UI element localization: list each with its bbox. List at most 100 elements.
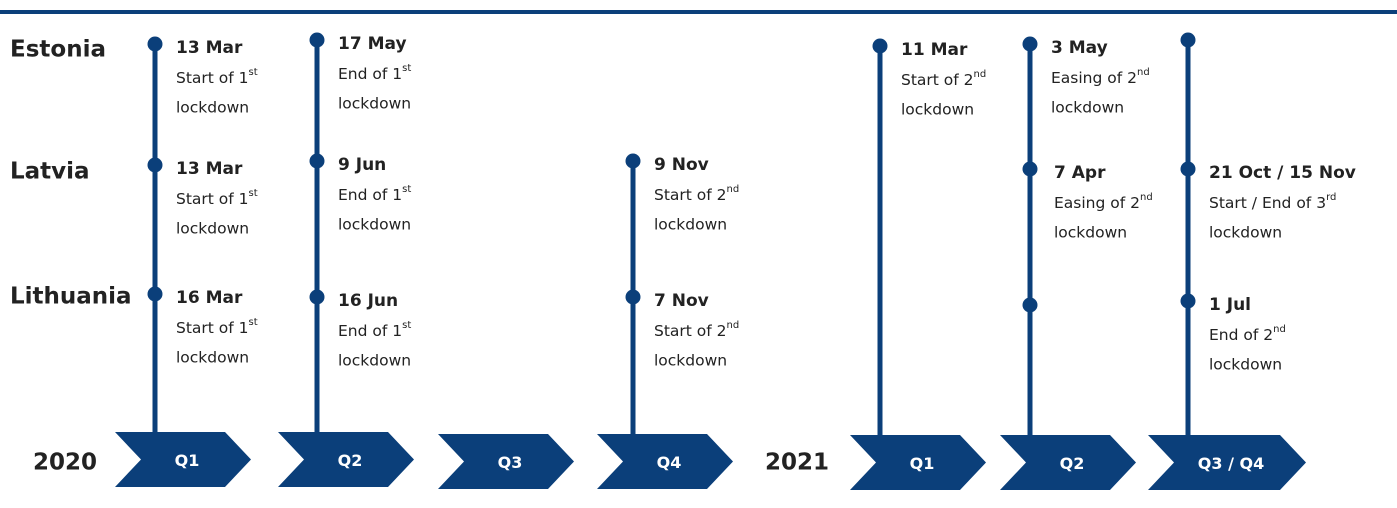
- description-text: Easing of 2: [1054, 194, 1140, 212]
- event-description: Start / End of 3rd: [1209, 192, 1336, 212]
- quarter-chevron: [115, 432, 251, 487]
- ordinal-suffix: st: [402, 184, 411, 195]
- event-dot: [309, 153, 325, 169]
- event-description: End of 2nd: [1209, 324, 1286, 344]
- event-description: Start of 1st: [176, 188, 258, 208]
- event-description-line2: lockdown: [654, 216, 727, 234]
- event-description: Start of 2nd: [654, 184, 739, 204]
- ordinal-suffix: nd: [727, 184, 740, 195]
- event-date: 17 May: [338, 34, 407, 54]
- quarter-label: Q3 / Q4: [1198, 454, 1264, 473]
- event-dot: [625, 289, 641, 305]
- event-date: 16 Jun: [338, 291, 398, 311]
- event-description-line2: lockdown: [338, 95, 411, 113]
- ordinal-suffix: nd: [974, 69, 987, 80]
- event-description-line2: lockdown: [176, 349, 249, 367]
- event-description: End of 1st: [338, 184, 411, 204]
- event-dot: [1022, 161, 1038, 177]
- ordinal-suffix: st: [402, 63, 411, 74]
- top-rule: [0, 10, 1397, 14]
- event-date: 7 Apr: [1054, 163, 1106, 183]
- year-label: 2021: [765, 450, 829, 476]
- ordinal-suffix: nd: [1137, 67, 1150, 78]
- event-dot: [872, 38, 888, 54]
- ordinal-suffix: st: [249, 188, 258, 199]
- event-dot: [147, 36, 163, 52]
- event-date: 3 May: [1051, 38, 1108, 58]
- quarter-chevron: [1000, 435, 1136, 490]
- country-label: Latvia: [10, 159, 90, 185]
- ordinal-suffix: st: [249, 67, 258, 78]
- country-label: Lithuania: [10, 284, 132, 310]
- ordinal-suffix: nd: [727, 320, 740, 331]
- ordinal-suffix: st: [402, 320, 411, 331]
- event-dot: [1180, 161, 1196, 177]
- description-text: End of 1: [338, 65, 402, 83]
- event-description-line2: lockdown: [176, 220, 249, 238]
- quarter-label: Q1: [910, 454, 935, 473]
- event-dot: [1022, 36, 1038, 52]
- description-text: Start of 1: [176, 69, 249, 87]
- event-description-line2: lockdown: [1209, 356, 1282, 374]
- event-date: 1 Jul: [1209, 295, 1251, 315]
- ordinal-suffix: rd: [1326, 192, 1336, 203]
- event-description: End of 1st: [338, 320, 411, 340]
- event-description: End of 1st: [338, 63, 411, 83]
- event-date: 9 Nov: [654, 155, 709, 175]
- quarter-chevron: [850, 435, 986, 490]
- event-description-line2: lockdown: [654, 352, 727, 370]
- quarter-label: Q4: [657, 453, 682, 472]
- year-label: 2020: [33, 450, 97, 476]
- description-text: End of 2: [1209, 326, 1273, 344]
- description-text: Easing of 2: [1051, 69, 1137, 87]
- event-date: 9 Jun: [338, 155, 386, 175]
- quarter-label: Q1: [175, 451, 200, 470]
- event-date: 16 Mar: [176, 288, 243, 308]
- event-description-line2: lockdown: [338, 352, 411, 370]
- event-description-line2: lockdown: [1051, 99, 1124, 117]
- event-description-line2: lockdown: [176, 99, 249, 117]
- event-dot: [309, 289, 325, 305]
- quarter-label: Q3: [498, 453, 523, 472]
- event-description: Start of 1st: [176, 67, 258, 87]
- event-dot: [147, 157, 163, 173]
- quarter-chevron: [597, 434, 733, 489]
- event-description: Easing of 2nd: [1054, 192, 1153, 212]
- event-date: 7 Nov: [654, 291, 709, 311]
- country-label: Estonia: [10, 37, 106, 63]
- event-description: Easing of 2nd: [1051, 67, 1150, 87]
- description-text: Start / End of 3: [1209, 194, 1326, 212]
- ordinal-suffix: nd: [1273, 324, 1286, 335]
- quarter-chevron: [278, 432, 414, 487]
- event-date: 21 Oct / 15 Nov: [1209, 163, 1356, 183]
- event-description: Start of 2nd: [654, 320, 739, 340]
- event-date: 13 Mar: [176, 159, 243, 179]
- event-description: Start of 1st: [176, 317, 258, 337]
- description-text: Start of 2: [901, 71, 974, 89]
- quarter-label: Q2: [1060, 454, 1085, 473]
- event-date: 13 Mar: [176, 38, 243, 58]
- description-text: End of 1: [338, 322, 402, 340]
- ordinal-suffix: nd: [1140, 192, 1153, 203]
- event-dot: [625, 153, 641, 169]
- quarter-chevron: [1148, 435, 1306, 490]
- event-dot: [309, 32, 325, 48]
- event-description-line2: lockdown: [1209, 224, 1282, 242]
- event-description-line2: lockdown: [901, 101, 974, 119]
- event-dot: [1022, 297, 1038, 313]
- quarter-label: Q2: [338, 451, 363, 470]
- event-description-line2: lockdown: [1054, 224, 1127, 242]
- event-description: Start of 2nd: [901, 69, 986, 89]
- quarter-chevron: [438, 434, 574, 489]
- event-dot: [1180, 32, 1196, 48]
- description-text: End of 1: [338, 186, 402, 204]
- description-text: Start of 2: [654, 186, 727, 204]
- event-dot: [1180, 293, 1196, 309]
- description-text: Start of 1: [176, 190, 249, 208]
- event-description-line2: lockdown: [338, 216, 411, 234]
- event-dot: [147, 286, 163, 302]
- description-text: Start of 1: [176, 319, 249, 337]
- ordinal-suffix: st: [249, 317, 258, 328]
- event-date: 11 Mar: [901, 40, 968, 60]
